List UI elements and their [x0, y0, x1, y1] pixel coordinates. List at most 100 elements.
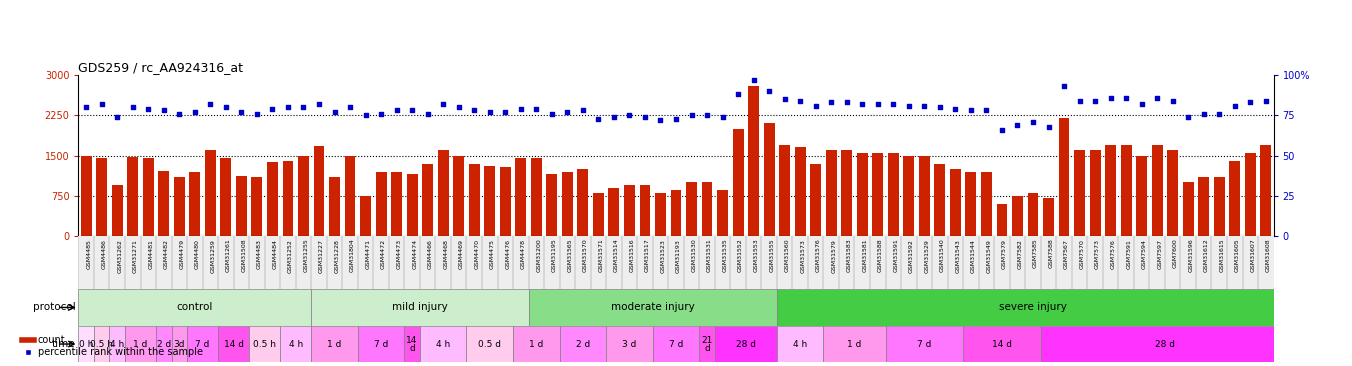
Bar	[127, 157, 138, 236]
Bar	[764, 123, 775, 236]
Bar	[81, 156, 92, 236]
Bar	[78, 289, 311, 326]
Text: mild injury: mild injury	[392, 302, 448, 313]
Point	[292, 104, 314, 110]
Bar	[777, 326, 823, 362]
Point	[1068, 98, 1090, 104]
Text: GSM31553: GSM31553	[753, 239, 758, 272]
Bar	[685, 182, 696, 236]
Text: 0.5 h: 0.5 h	[91, 340, 114, 348]
Bar	[888, 153, 899, 236]
Bar	[965, 172, 976, 236]
Bar	[748, 86, 758, 236]
Point	[1022, 119, 1044, 125]
Text: GSM31579: GSM31579	[831, 239, 837, 273]
Text: GSM7594: GSM7594	[1141, 239, 1146, 269]
Bar	[950, 169, 961, 236]
Text: GSM4469: GSM4469	[458, 239, 464, 269]
Bar	[420, 326, 466, 362]
Text: GSM4480: GSM4480	[195, 239, 200, 269]
Text: GSM31608: GSM31608	[1265, 239, 1271, 272]
Text: 14
d: 14 d	[407, 336, 418, 352]
Bar	[311, 326, 358, 362]
Bar	[529, 289, 777, 326]
Bar	[857, 153, 868, 236]
Text: 28 d: 28 d	[1155, 340, 1175, 348]
Bar	[376, 172, 387, 236]
Point	[1161, 98, 1183, 104]
Bar	[391, 172, 402, 236]
Point	[1038, 124, 1060, 130]
Bar	[124, 326, 155, 362]
Bar	[560, 326, 606, 362]
Text: 14 d: 14 d	[223, 340, 243, 348]
Bar	[112, 185, 123, 236]
Text: GSM4486: GSM4486	[101, 239, 107, 269]
Bar	[251, 177, 262, 236]
Point	[804, 103, 826, 109]
Text: GSM31544: GSM31544	[971, 239, 976, 273]
Bar	[96, 158, 107, 236]
Text: 7 d: 7 d	[917, 340, 932, 348]
Bar	[1013, 196, 1023, 236]
Point	[354, 112, 376, 118]
Bar	[206, 150, 216, 236]
Text: GSM4485: GSM4485	[87, 239, 91, 269]
Point	[867, 101, 888, 107]
Text: GSM31583: GSM31583	[846, 239, 852, 272]
Bar	[795, 147, 806, 236]
Bar	[608, 188, 619, 236]
Text: GSM7588: GSM7588	[1049, 239, 1053, 269]
Bar	[606, 326, 653, 362]
Point	[773, 96, 795, 102]
Point	[572, 108, 594, 113]
Bar	[733, 129, 744, 236]
Text: GSM31252: GSM31252	[288, 239, 293, 273]
Text: moderate injury: moderate injury	[611, 302, 695, 313]
Bar	[358, 326, 404, 362]
Text: GSM4476: GSM4476	[506, 239, 510, 269]
Text: GSM31514: GSM31514	[614, 239, 619, 272]
Bar	[699, 326, 715, 362]
Point	[1209, 111, 1230, 117]
Bar	[1041, 326, 1288, 362]
Text: GSM4475: GSM4475	[489, 239, 495, 269]
Text: GSM4483: GSM4483	[257, 239, 262, 269]
Bar	[314, 146, 324, 236]
Point	[339, 104, 361, 110]
Bar	[996, 204, 1007, 236]
Text: GSM31591: GSM31591	[894, 239, 898, 272]
Text: GSM7591: GSM7591	[1126, 239, 1132, 269]
Bar	[1214, 177, 1225, 236]
Text: GSM31262: GSM31262	[118, 239, 122, 273]
Text: 7 d: 7 d	[375, 340, 388, 348]
Text: GSM31549: GSM31549	[987, 239, 991, 273]
Text: control: control	[177, 302, 214, 313]
Text: GDS259 / rc_AA924316_at: GDS259 / rc_AA924316_at	[78, 61, 243, 74]
Bar	[218, 326, 249, 362]
Text: GSM31612: GSM31612	[1203, 239, 1209, 272]
Bar	[777, 289, 1288, 326]
Bar	[189, 172, 200, 236]
Text: 0.5 d: 0.5 d	[479, 340, 502, 348]
Text: GSM7567: GSM7567	[1064, 239, 1069, 269]
Point	[883, 101, 904, 107]
Bar	[110, 326, 124, 362]
Text: GSM31255: GSM31255	[303, 239, 308, 272]
Text: 1 d: 1 d	[529, 340, 544, 348]
Point	[696, 112, 718, 118]
Text: GSM7597: GSM7597	[1157, 239, 1163, 269]
Text: GSM31508: GSM31508	[242, 239, 246, 272]
Text: GSM31530: GSM31530	[691, 239, 696, 272]
Point	[727, 92, 749, 97]
Text: 4 h: 4 h	[288, 340, 303, 348]
Bar	[531, 158, 542, 236]
Bar	[653, 326, 699, 362]
Bar	[266, 162, 279, 236]
Text: severe injury: severe injury	[999, 302, 1067, 313]
Point	[976, 108, 998, 113]
Bar	[810, 164, 821, 236]
Text: GSM4474: GSM4474	[412, 239, 418, 269]
Text: GSM31605: GSM31605	[1234, 239, 1240, 272]
Bar	[1198, 177, 1209, 236]
